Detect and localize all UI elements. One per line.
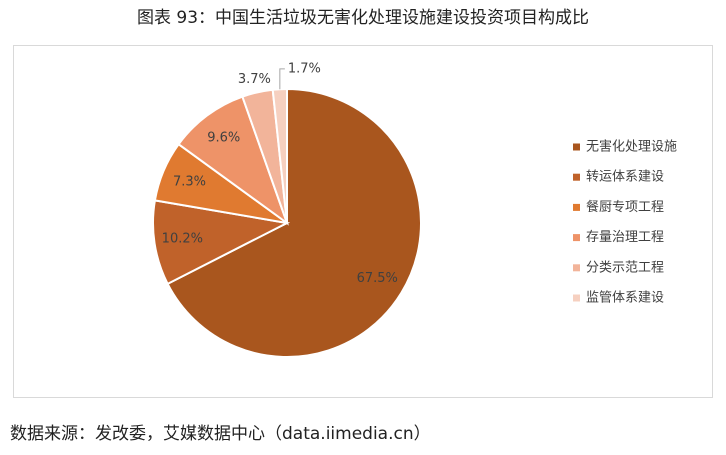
pie-slice	[177, 95, 290, 226]
legend-label: 转运体系建设	[586, 170, 664, 185]
pie-slice	[166, 87, 422, 358]
legend-label: 餐厨专项工程	[586, 199, 664, 215]
data-label: 7.3%	[173, 174, 206, 189]
leader-line	[279, 68, 285, 90]
legend-swatch	[573, 173, 580, 181]
legend-label: 监管体系建设	[586, 291, 664, 306]
legend-swatch	[573, 294, 580, 302]
legend-label: 分类示范工程	[586, 260, 664, 275]
legend-swatch	[573, 203, 580, 211]
data-label: 9.6%	[207, 131, 240, 146]
data-label: 3.7%	[238, 72, 271, 87]
pie-slice	[152, 199, 291, 286]
data-label: 1.7%	[288, 61, 321, 76]
chart-title: 图表 93：中国生活垃圾无害化处理设施建设投资项目构成比	[137, 8, 589, 28]
legend-swatch	[573, 264, 580, 272]
legend-label: 存量治理工程	[586, 230, 664, 245]
legend-swatch	[573, 143, 580, 151]
legend-swatch	[573, 234, 580, 242]
data-label: 67.5%	[357, 271, 398, 286]
source-note: 数据来源：发改委，艾媒数据中心（data.iimedia.cn）	[10, 424, 431, 444]
chart-frame	[13, 45, 713, 398]
data-label: 10.2%	[162, 231, 203, 246]
legend-label: 无害化处理设施	[586, 139, 677, 155]
